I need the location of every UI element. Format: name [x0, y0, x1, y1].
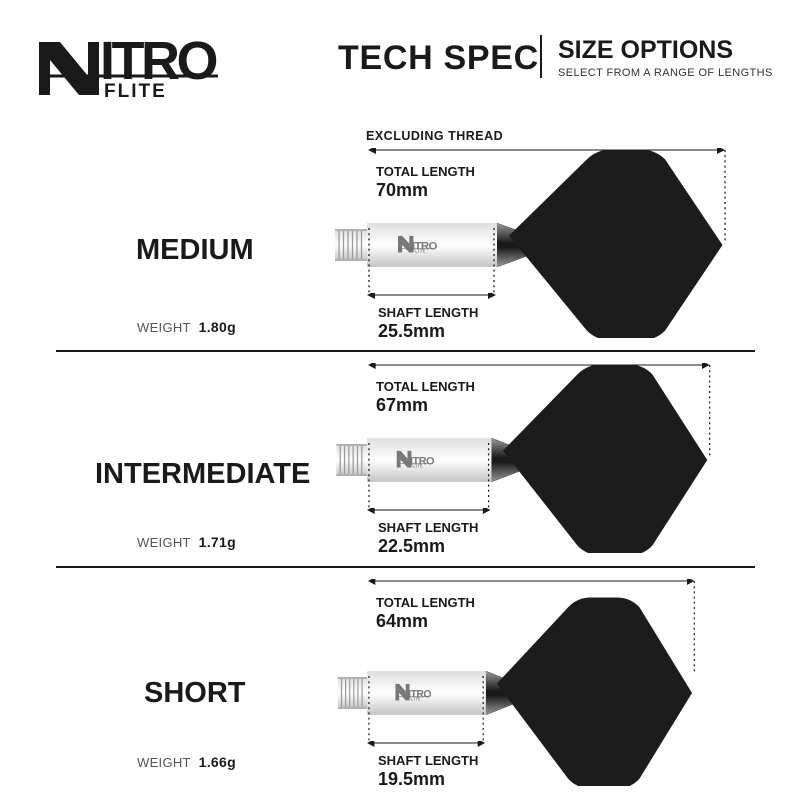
svg-text:FLITE: FLITE [412, 249, 425, 254]
svg-text:FLITE: FLITE [409, 696, 421, 701]
svg-text:FLITE: FLITE [410, 464, 423, 469]
svg-text:FLITE: FLITE [104, 81, 167, 100]
